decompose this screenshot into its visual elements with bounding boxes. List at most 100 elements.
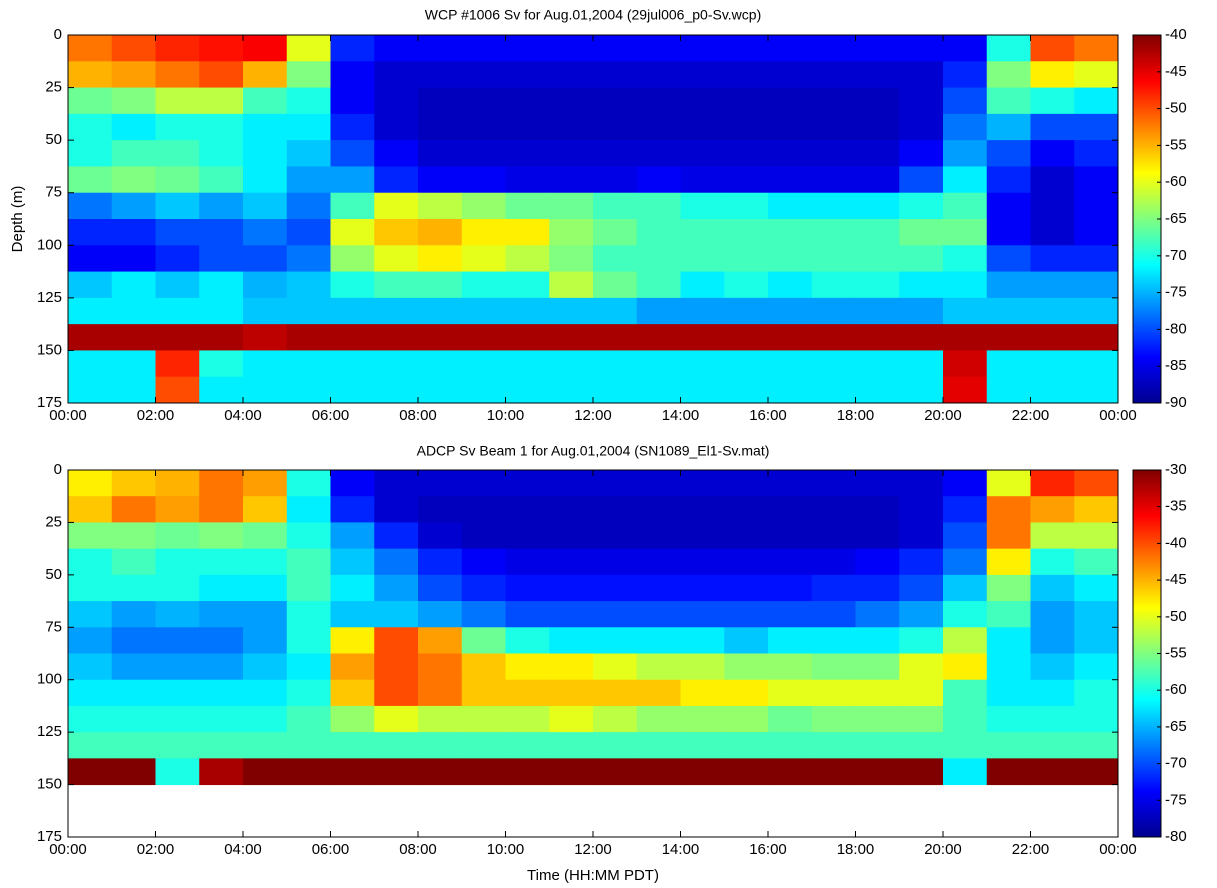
heat-cell [899,522,944,550]
colorbar-tick-label: -50 [1165,100,1187,117]
heat-cell [199,679,244,707]
heat-cell [68,732,113,759]
y-tick-label: 0 [54,26,62,43]
heat-cell [899,548,944,576]
heat-cell [286,627,331,654]
heat-cell [724,627,769,654]
heat-cell [505,245,550,273]
heat-cell [286,548,331,576]
heat-cell [636,548,681,576]
heat-cell [636,496,681,523]
heat-cell [943,192,988,220]
heatmap-cells [68,35,1119,404]
heat-cell [68,35,113,62]
heat-cell [243,679,288,707]
heat-cell [68,166,113,194]
x-tick-label: 00:00 [49,841,87,858]
heat-cell [1030,627,1075,654]
heat-cell [986,496,1031,523]
heat-cell [286,245,331,273]
heat-cell [243,470,288,497]
heat-cell [461,705,506,733]
heat-cell [155,324,200,351]
heat-cell [724,61,769,89]
heat-cell [680,140,725,167]
heat-cell [418,705,463,733]
y-tick-label: 50 [45,131,62,148]
heat-cell [418,219,463,246]
heat-cell [330,61,375,89]
colorbar-tick-label: -80 [1165,320,1187,337]
heat-cell [199,87,244,115]
heat-cell [680,350,725,378]
colorbar-tick-label: -85 [1165,357,1187,374]
heat-cell [330,705,375,733]
heat-cell [461,140,506,167]
heat-cell [768,324,813,351]
colorbar [1132,469,1162,838]
heat-cell [68,679,113,707]
heat-cell [549,61,594,89]
heat-cell [593,192,638,220]
heat-cell [899,470,944,497]
heat-cell [286,522,331,550]
heat-cell [199,522,244,550]
x-tick-label: 04:00 [224,407,262,424]
heat-cell [68,140,113,167]
heat-cell [461,166,506,194]
heat-cell [768,245,813,273]
heat-cell [243,140,288,167]
heat-cell [855,87,900,115]
heat-cell [111,376,156,404]
heat-cell [505,271,550,299]
heat-cell [593,245,638,273]
heat-cell [724,219,769,246]
heat-cell [199,627,244,654]
heat-cell [374,574,419,602]
heat-cell [505,350,550,378]
heat-cell [899,574,944,602]
heat-cell [68,627,113,654]
heat-cell [636,113,681,141]
heat-cell [374,113,419,141]
colorbar-tick-label: -30 [1165,461,1187,478]
heat-cell [593,297,638,325]
heat-cell [855,140,900,167]
heat-cell [680,61,725,89]
heat-cell [199,324,244,351]
heat-cell [199,548,244,576]
heat-cell [330,324,375,351]
heat-cell [330,732,375,759]
heat-cell [811,140,856,167]
heat-cell [855,522,900,550]
heat-cell [680,297,725,325]
chart-title: WCP #1006 Sv for Aug.01,2004 (29jul006_p… [425,7,761,23]
heat-cell [374,548,419,576]
heat-cell [155,627,200,654]
heat-cell [199,219,244,246]
heat-cell [418,245,463,273]
heat-cell [1030,496,1075,523]
heat-cell [855,61,900,89]
heat-cell [855,601,900,628]
heat-cell [505,192,550,220]
heat-cell [636,140,681,167]
heat-cell [1030,601,1075,628]
heat-cell [724,245,769,273]
heat-cell [593,166,638,194]
heat-cell [1074,35,1119,62]
x-tick-label: 02:00 [137,407,175,424]
heat-cell [330,601,375,628]
heat-cell [199,113,244,141]
heat-cell [943,324,988,351]
heat-cell [899,324,944,351]
heat-cell [68,192,113,220]
x-tick-label: 18:00 [837,841,875,858]
heat-cell [855,627,900,654]
heat-cell [899,297,944,325]
heat-cell [243,522,288,550]
heat-cell [374,627,419,654]
heat-cell [505,574,550,602]
y-tick-label: 150 [37,776,62,793]
heat-cell [855,324,900,351]
